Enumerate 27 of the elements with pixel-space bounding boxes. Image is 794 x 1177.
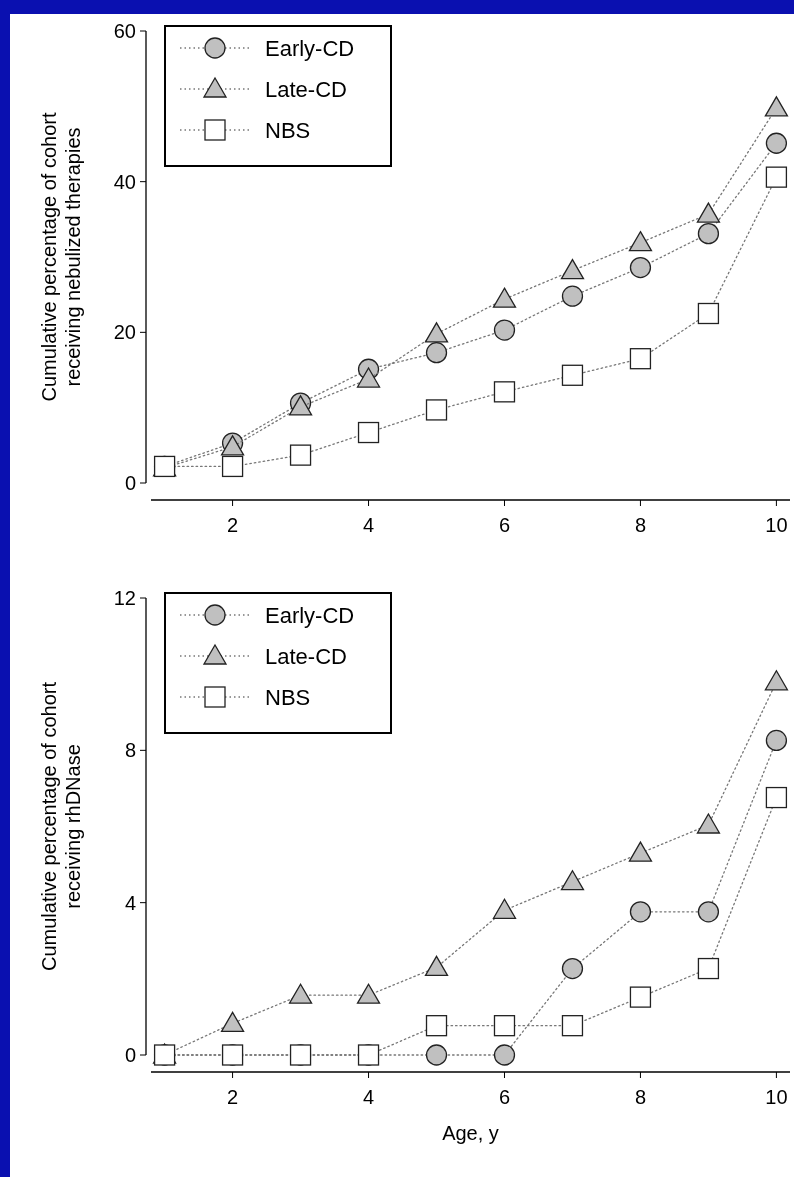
x-tick-label: 2 [227, 514, 239, 536]
y-tick-label: 0 [124, 1044, 136, 1066]
y-axis-title: Cumulative percentage of cohort receiving nebulized therapies [38, 112, 84, 402]
y-tick-label: 20 [113, 321, 136, 344]
x-tick-label: 6 [498, 514, 511, 536]
legend-label: Early-CD [265, 35, 355, 61]
legend-label: NBS [265, 684, 311, 710]
y-tick-label: 12 [113, 587, 136, 609]
x-axis-title: Age, y [442, 1122, 499, 1144]
x-tick-label: 4 [362, 1086, 375, 1108]
x-tick-label: 10 [765, 1086, 788, 1108]
x-tick-label: 2 [227, 1086, 239, 1108]
legend-label: Early-CD [265, 602, 355, 628]
x-tick-label: 6 [498, 1086, 511, 1108]
legend-label: NBS [265, 117, 311, 143]
x-tick-label: 8 [634, 514, 647, 536]
y-tick-label: 60 [113, 20, 136, 42]
legend-label: Late-CD [265, 76, 347, 102]
x-tick-label: 8 [634, 1086, 647, 1108]
y-axis-title: Cumulative percentage of cohort receiving rhDNase [38, 681, 84, 972]
y-tick-label: 0 [124, 472, 136, 494]
y-tick-label: 40 [113, 170, 136, 193]
x-tick-label: 4 [362, 514, 375, 536]
x-tick-label: 10 [765, 514, 788, 536]
y-tick-label: 4 [124, 891, 136, 914]
legend-label: Late-CD [265, 643, 347, 669]
y-tick-label: 8 [124, 739, 136, 762]
